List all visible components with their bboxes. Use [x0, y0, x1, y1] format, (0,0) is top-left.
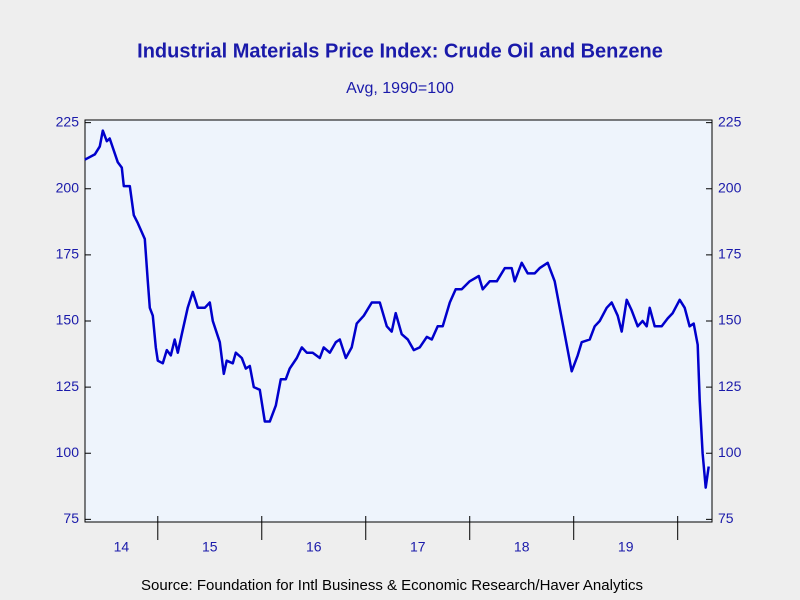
y2-tick-label: 150	[718, 312, 742, 328]
chart-title: Industrial Materials Price Index: Crude …	[137, 40, 663, 62]
chart-subtitle: Avg, 1990=100	[346, 80, 454, 97]
y2-tick-label: 125	[718, 378, 742, 394]
y-tick-label: 100	[56, 444, 80, 460]
y2-tick-label: 200	[718, 179, 742, 195]
y-tick-label: 125	[56, 378, 80, 394]
y-tick-label: 175	[56, 246, 80, 262]
y2-tick-label: 225	[718, 113, 742, 129]
y2-tick-label: 75	[718, 510, 734, 526]
y-tick-label: 150	[56, 312, 80, 328]
y2-tick-label: 175	[718, 246, 742, 262]
x-tick-label: 19	[618, 539, 634, 555]
x-tick-label: 14	[114, 539, 130, 555]
x-tick-label: 18	[514, 539, 530, 555]
x-tick-label: 16	[306, 539, 322, 555]
data-line	[84, 129, 710, 489]
y-tick-label: 75	[63, 510, 79, 526]
x-tick-label: 15	[202, 539, 218, 555]
y-tick-label: 225	[56, 113, 80, 129]
y2-tick-label: 100	[718, 444, 742, 460]
y-tick-label: 200	[56, 179, 80, 195]
source-note: Source: Foundation for Intl Business & E…	[141, 577, 643, 594]
x-tick-label: 17	[410, 539, 426, 555]
